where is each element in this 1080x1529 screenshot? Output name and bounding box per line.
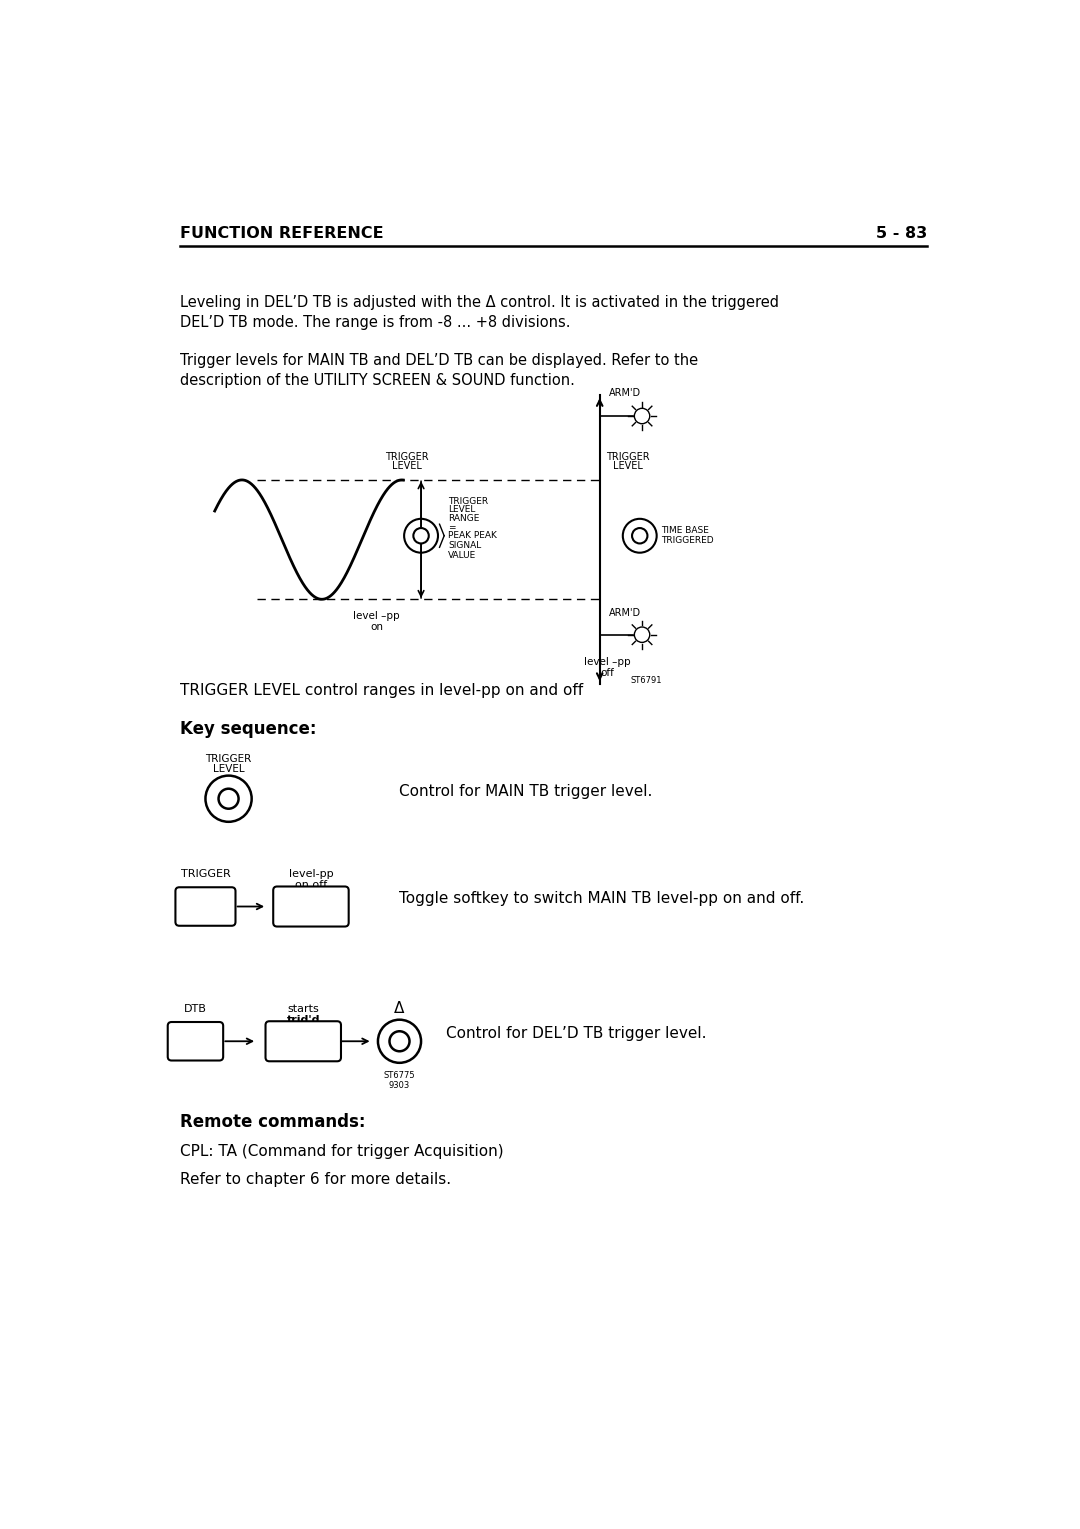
Text: TRIGGER LEVEL control ranges in level-pp on and off: TRIGGER LEVEL control ranges in level-pp… <box>180 683 583 699</box>
Text: TRIGGERED: TRIGGERED <box>661 535 714 544</box>
Text: Trigger levels for MAIN TB and DEL’D TB can be displayed. Refer to the: Trigger levels for MAIN TB and DEL’D TB … <box>180 353 698 368</box>
Text: =: = <box>448 523 456 532</box>
Text: PEAK PEAK: PEAK PEAK <box>448 531 497 540</box>
Text: level-pp: level-pp <box>288 868 334 879</box>
Text: Refer to chapter 6 for more details.: Refer to chapter 6 for more details. <box>180 1173 451 1188</box>
Text: on: on <box>369 622 383 631</box>
Text: Leveling in DEL’D TB is adjusted with the Δ control. It is activated in the trig: Leveling in DEL’D TB is adjusted with th… <box>180 295 779 309</box>
Circle shape <box>414 528 429 543</box>
Circle shape <box>634 627 650 642</box>
FancyBboxPatch shape <box>273 887 349 927</box>
Text: SIGNAL: SIGNAL <box>448 541 482 550</box>
Text: TRIGGER: TRIGGER <box>386 453 429 462</box>
Text: RANGE: RANGE <box>448 514 480 523</box>
Circle shape <box>632 528 647 543</box>
FancyBboxPatch shape <box>175 887 235 925</box>
Text: TRIGGER: TRIGGER <box>205 754 252 763</box>
Text: Control for DEL’D TB trigger level.: Control for DEL’D TB trigger level. <box>446 1026 706 1041</box>
Text: level –pp: level –pp <box>353 612 400 621</box>
Text: LEVEL: LEVEL <box>613 462 643 471</box>
Text: ST6775: ST6775 <box>383 1072 416 1081</box>
Text: ST6791: ST6791 <box>630 676 662 685</box>
Text: TRIGGER: TRIGGER <box>606 453 650 462</box>
Text: off: off <box>600 668 615 679</box>
Text: level –pp: level –pp <box>584 657 631 668</box>
Text: ARM'D: ARM'D <box>609 388 642 398</box>
Circle shape <box>378 1020 421 1063</box>
Text: Δ: Δ <box>394 1001 405 1017</box>
Circle shape <box>634 408 650 424</box>
Text: LEVEL: LEVEL <box>392 462 422 471</box>
Text: LEVEL: LEVEL <box>213 764 244 775</box>
Text: Control for MAIN TB trigger level.: Control for MAIN TB trigger level. <box>400 783 653 798</box>
Circle shape <box>404 518 438 552</box>
Text: description of the UTILITY SCREEN & SOUND function.: description of the UTILITY SCREEN & SOUN… <box>180 373 575 388</box>
Text: ARM'D: ARM'D <box>609 609 642 618</box>
Text: DEL’D TB mode. The range is from -8 ... +8 divisions.: DEL’D TB mode. The range is from -8 ... … <box>180 315 570 330</box>
Circle shape <box>218 789 239 809</box>
Circle shape <box>623 518 657 552</box>
Text: on off: on off <box>295 881 327 890</box>
FancyBboxPatch shape <box>167 1021 224 1061</box>
Text: Remote commands:: Remote commands: <box>180 1113 365 1131</box>
Text: TRIGGER: TRIGGER <box>180 868 230 879</box>
Text: trid'd: trid'd <box>286 1015 320 1024</box>
Text: FUNCTION REFERENCE: FUNCTION REFERENCE <box>180 226 383 242</box>
Text: Key sequence:: Key sequence: <box>180 720 316 739</box>
FancyBboxPatch shape <box>266 1021 341 1061</box>
Text: TIME BASE: TIME BASE <box>661 526 710 535</box>
Circle shape <box>205 775 252 821</box>
Text: Toggle softkey to switch MAIN TB level-pp on and off.: Toggle softkey to switch MAIN TB level-p… <box>400 891 805 907</box>
Text: DTB: DTB <box>184 1005 207 1014</box>
Text: TRIGGER: TRIGGER <box>448 497 488 506</box>
Circle shape <box>390 1031 409 1052</box>
Text: starts: starts <box>287 1005 319 1014</box>
Text: CPL: TA (Command for trigger Acquisition): CPL: TA (Command for trigger Acquisition… <box>180 1144 503 1159</box>
Text: 5 - 83: 5 - 83 <box>876 226 927 242</box>
Text: LEVEL: LEVEL <box>448 505 475 514</box>
Text: 9303: 9303 <box>389 1081 410 1090</box>
Text: VALUE: VALUE <box>448 550 476 560</box>
